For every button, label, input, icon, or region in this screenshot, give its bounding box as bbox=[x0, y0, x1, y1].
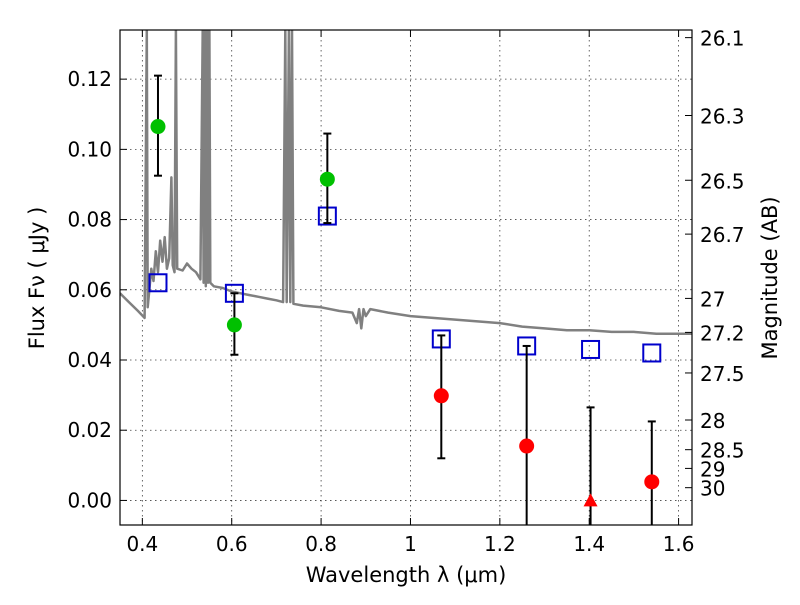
right-tick-label: 27 bbox=[700, 287, 725, 311]
plot-area bbox=[120, 30, 692, 525]
right-tick-label: 26.5 bbox=[700, 169, 745, 193]
x-tick-label: 1.4 bbox=[573, 532, 605, 556]
plot-frame bbox=[119, 29, 693, 526]
x-tick-label: 1.2 bbox=[484, 532, 516, 556]
right-tick-label: 30 bbox=[700, 477, 725, 501]
x-tick-label: 0.6 bbox=[216, 532, 248, 556]
right-tick-label: 28.5 bbox=[700, 439, 745, 463]
red-data-point bbox=[433, 388, 449, 404]
model-point-square bbox=[581, 339, 601, 359]
right-tick-label: 28 bbox=[700, 409, 725, 433]
y-tick-label: 0.08 bbox=[67, 208, 112, 232]
green-data-point bbox=[319, 171, 335, 187]
right-tick-label: 26.7 bbox=[700, 223, 745, 247]
green-data-point bbox=[150, 119, 166, 135]
model-point-square bbox=[148, 273, 168, 293]
y-axis-label: Flux Fν ( μJy ) bbox=[25, 207, 49, 350]
y-tick-label: 0.12 bbox=[67, 67, 112, 91]
right-tick-label: 27.5 bbox=[700, 362, 745, 386]
y-tick-label: 0.00 bbox=[67, 488, 112, 512]
right-tick-label: 27.2 bbox=[700, 321, 745, 345]
y-tick-label: 0.04 bbox=[67, 348, 112, 372]
x-axis-label: Wavelength λ (μm) bbox=[306, 563, 507, 587]
model-point-square bbox=[642, 343, 662, 363]
x-tick-label: 1.6 bbox=[663, 532, 695, 556]
red-data-point bbox=[519, 438, 535, 454]
y-tick-label: 0.02 bbox=[67, 418, 112, 442]
grid-layer bbox=[120, 30, 692, 525]
green-data-point bbox=[226, 317, 242, 333]
right-tick-label: 26.3 bbox=[700, 104, 745, 128]
y-tick-label: 0.06 bbox=[67, 278, 112, 302]
red-data-point bbox=[644, 474, 660, 490]
x-tick-label: 1 bbox=[404, 532, 417, 556]
right-axis-label: Magnitude (AB) bbox=[758, 196, 782, 359]
axes-layer: 0.4 0.6 0.8 1 1.2 1.4 1.6 0.00 0.02 0.04 0.06 0.08 0… bbox=[67, 27, 744, 556]
right-tick-label: 29 bbox=[700, 457, 725, 481]
y-tick-label: 0.10 bbox=[67, 137, 112, 161]
x-tick-label: 0.8 bbox=[305, 532, 337, 556]
x-tick-label: 0.4 bbox=[126, 532, 158, 556]
upper-limit-marker bbox=[583, 493, 598, 507]
right-tick-label: 26.1 bbox=[700, 27, 745, 51]
model-spectrum-line bbox=[120, 30, 692, 335]
